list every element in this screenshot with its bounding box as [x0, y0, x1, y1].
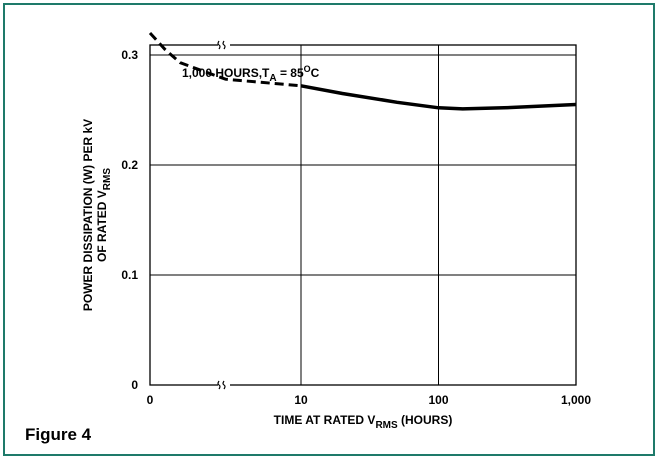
y-axis-label-line1: POWER DISSIPATION (W) PER kV	[81, 119, 95, 311]
figure-label: Figure 4	[25, 425, 92, 444]
axis-break-top-mark	[217, 40, 221, 50]
annotation-text: 1,000 HOURS,TA = 85OC	[182, 64, 320, 84]
x-tick-label-10: 10	[294, 393, 308, 407]
axis-break-bottom-mark	[222, 380, 226, 390]
y-tick-label-0.1: 0.1	[121, 268, 138, 282]
y-tick-label-0.3: 0.3	[121, 48, 138, 62]
series-line-dashed	[148, 31, 302, 88]
series-group	[148, 31, 577, 111]
x-tick-label-100: 100	[428, 393, 448, 407]
figure-frame	[3, 3, 655, 456]
y-tick-label-0.2: 0.2	[121, 158, 138, 172]
axis-break-top	[217, 39, 230, 51]
x-axis-label: TIME AT RATED VRMS (HOURS)	[274, 413, 453, 431]
y-axis-label-line2: OF RATED VRMS	[95, 168, 113, 262]
series-line-solid	[300, 84, 577, 111]
axis-break-top-mark	[222, 40, 226, 50]
grid	[150, 45, 576, 385]
x-tick-label-1,000: 1,000	[561, 393, 591, 407]
tick-labels: 00.10.20.30.40.50101001,000	[121, 48, 591, 407]
axis-breaks	[217, 39, 230, 391]
axis-break-bottom-mark	[217, 380, 221, 390]
axis-break-bottom	[217, 379, 230, 391]
y-axis-label: POWER DISSIPATION (W) PER kV OF RATED VR…	[81, 119, 113, 311]
y-tick-label-0: 0	[131, 378, 138, 392]
x-tick-label-0: 0	[147, 393, 154, 407]
plot-border	[149, 44, 577, 386]
